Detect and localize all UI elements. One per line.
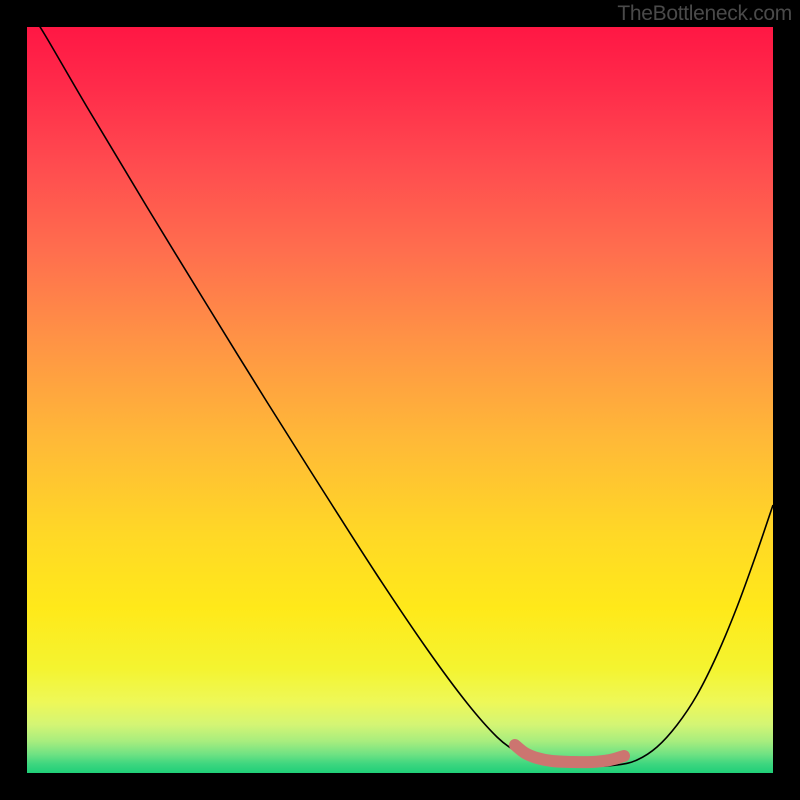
attribution-text: TheBottleneck.com	[617, 2, 792, 26]
bottleneck-curve	[27, 27, 773, 767]
chart-svg	[27, 27, 773, 773]
plot-area	[27, 27, 773, 773]
optimal-range-marker	[515, 745, 624, 762]
